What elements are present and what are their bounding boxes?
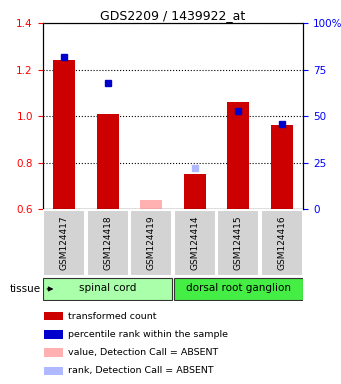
Title: GDS2209 / 1439922_at: GDS2209 / 1439922_at bbox=[101, 9, 246, 22]
Text: GSM124418: GSM124418 bbox=[103, 215, 112, 270]
Bar bbox=[44, 312, 63, 320]
Bar bbox=[174, 210, 216, 276]
Text: value, Detection Call = ABSENT: value, Detection Call = ABSENT bbox=[68, 348, 219, 357]
Bar bbox=[87, 210, 129, 276]
Text: dorsal root ganglion: dorsal root ganglion bbox=[186, 283, 291, 293]
Bar bbox=[131, 210, 172, 276]
Text: GSM124416: GSM124416 bbox=[277, 215, 286, 270]
Bar bbox=[44, 278, 172, 300]
Bar bbox=[44, 210, 85, 276]
Bar bbox=[44, 349, 63, 357]
Text: GSM124415: GSM124415 bbox=[234, 215, 243, 270]
Text: GSM124414: GSM124414 bbox=[190, 216, 199, 270]
Bar bbox=[97, 114, 119, 209]
Text: rank, Detection Call = ABSENT: rank, Detection Call = ABSENT bbox=[68, 366, 214, 375]
Bar bbox=[44, 330, 63, 339]
Bar bbox=[218, 210, 259, 276]
Text: percentile rank within the sample: percentile rank within the sample bbox=[68, 330, 228, 339]
Bar bbox=[184, 174, 206, 209]
Bar bbox=[140, 200, 162, 209]
Text: transformed count: transformed count bbox=[68, 312, 157, 321]
Bar bbox=[44, 367, 63, 375]
Bar bbox=[227, 102, 249, 209]
Text: GSM124419: GSM124419 bbox=[147, 215, 156, 270]
Text: GSM124417: GSM124417 bbox=[60, 215, 69, 270]
Text: tissue: tissue bbox=[10, 284, 41, 294]
Bar bbox=[271, 126, 293, 209]
Bar bbox=[174, 278, 302, 300]
Bar bbox=[54, 60, 75, 209]
Text: spinal cord: spinal cord bbox=[79, 283, 136, 293]
Bar bbox=[261, 210, 302, 276]
